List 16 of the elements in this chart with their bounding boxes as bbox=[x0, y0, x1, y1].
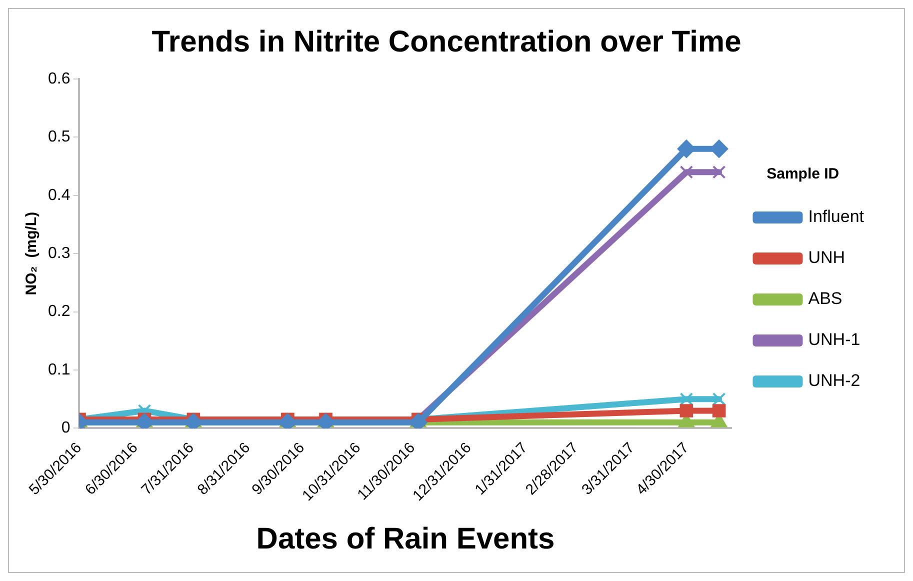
y-axis-title: NO₂ (mg/L) bbox=[23, 212, 40, 296]
y-tick-label: 0.1 bbox=[48, 361, 70, 378]
y-tick-label: 0.2 bbox=[48, 303, 70, 320]
legend-label: UNH-1 bbox=[808, 330, 860, 350]
y-tick-label: 0.6 bbox=[48, 70, 70, 88]
y-tick-label: 0 bbox=[61, 420, 70, 437]
legend-label: ABS bbox=[808, 289, 842, 308]
legend-label: Influent bbox=[808, 207, 864, 226]
y-tick-label: 0.4 bbox=[48, 186, 70, 204]
y-tick-label: 0.3 bbox=[48, 245, 70, 262]
y-tick-label: 0.5 bbox=[48, 128, 70, 146]
legend-title: Sample ID bbox=[766, 166, 840, 183]
legend-label: UNH bbox=[808, 248, 846, 268]
legend-label: UNH-2 bbox=[808, 371, 860, 390]
chart-title: Trends in Nitrite Concentration over Time bbox=[152, 25, 742, 58]
x-axis-title: Dates of Rain Events bbox=[256, 522, 555, 556]
